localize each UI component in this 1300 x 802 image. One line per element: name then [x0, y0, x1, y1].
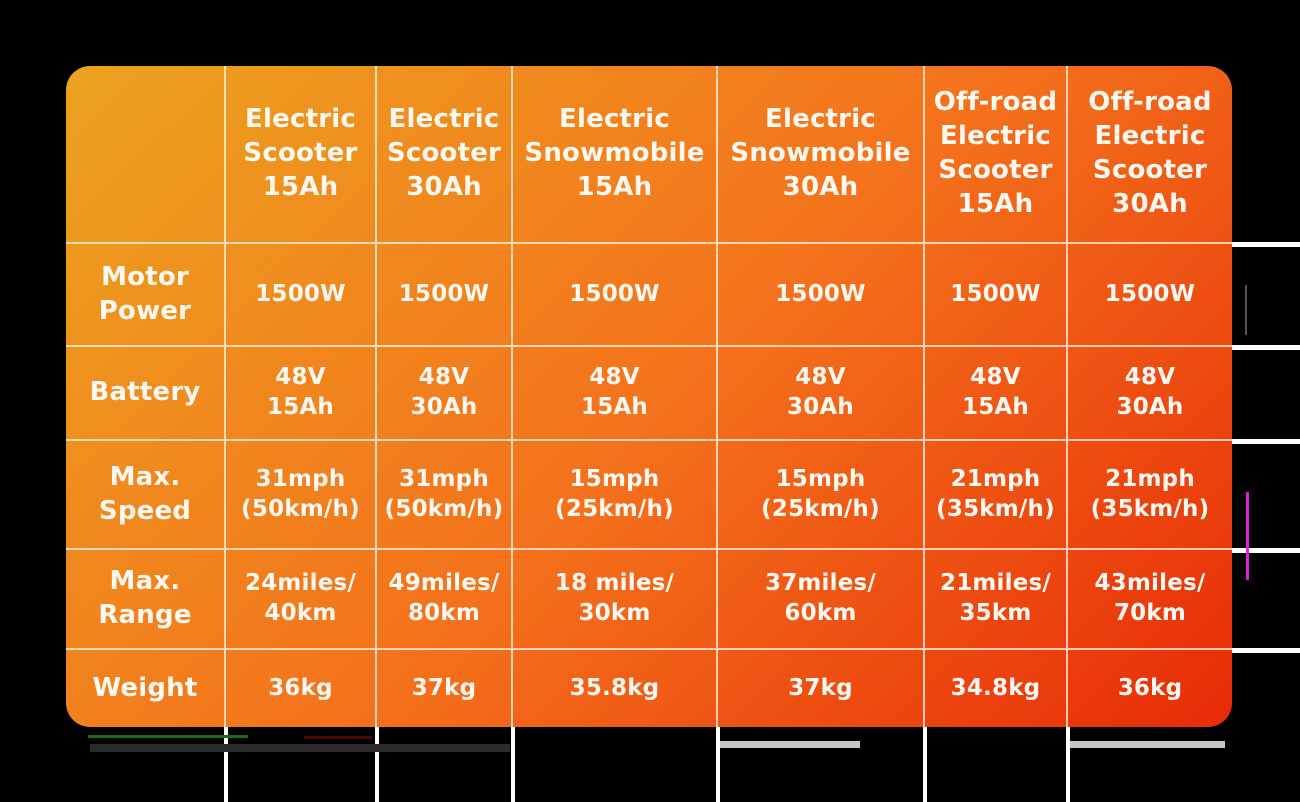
- table-cell-weight-3: 35.8kg: [513, 650, 718, 727]
- column-header-offroad-electric-scooter-30ah: Off-road Electric Scooter 30Ah: [1068, 66, 1232, 244]
- row-label-battery: Battery: [66, 347, 226, 441]
- table-cell-max-range-6: 43miles/ 70km: [1068, 550, 1232, 650]
- artifact-row-line-3: [1232, 439, 1300, 444]
- artifact-gray-vline: [1245, 285, 1247, 335]
- row-label-max-speed: Max. Speed: [66, 441, 226, 550]
- table-cell-motor-power-3: 1500W: [513, 244, 718, 347]
- artifact-column-line-1: [224, 727, 228, 802]
- table-cell-battery-6: 48V 30Ah: [1068, 347, 1232, 441]
- corner-cell: [66, 66, 226, 244]
- table-cell-motor-power-2: 1500W: [377, 244, 513, 347]
- table-cell-weight-4: 37kg: [718, 650, 925, 727]
- artifact-column-line-4: [716, 727, 720, 802]
- artifact-smudge-dark: [90, 744, 510, 752]
- artifact-green-line: [88, 735, 248, 738]
- artifact-row-line-2: [1232, 345, 1300, 350]
- row-label-motor-power: Motor Power: [66, 244, 226, 347]
- table-cell-max-range-5: 21miles/ 35km: [925, 550, 1068, 650]
- table-cell-weight-5: 34.8kg: [925, 650, 1068, 727]
- artifact-column-line-2: [375, 727, 379, 802]
- table-cell-battery-3: 48V 15Ah: [513, 347, 718, 441]
- table-cell-battery-5: 48V 15Ah: [925, 347, 1068, 441]
- table-cell-weight-6: 36kg: [1117, 674, 1183, 701]
- table-cell-battery-2: 48V 30Ah: [377, 347, 513, 441]
- table-cell-motor-power-1: 1500W: [226, 244, 377, 347]
- table-cell-max-speed-3: 15mph (25km/h): [513, 441, 718, 550]
- table-cell-max-range-2: 49miles/ 80km: [377, 550, 513, 650]
- artifact-row-line-5: [1232, 648, 1300, 653]
- table-cell-battery-4: 48V 30Ah: [718, 347, 925, 441]
- artifact-row-line-4: [1232, 548, 1300, 553]
- table-cell-motor-power-6: 1500W: [1068, 244, 1232, 347]
- column-header-electric-scooter-15ah: Electric Scooter 15Ah: [226, 66, 377, 244]
- table-cell-weight-1: 36kg: [226, 650, 377, 727]
- row-label-max-range: Max. Range: [66, 550, 226, 650]
- column-header-offroad-electric-scooter-15ah: Off-road Electric Scooter 15Ah: [925, 66, 1068, 244]
- table-cell-max-speed-5: 21mph (35km/h): [925, 441, 1068, 550]
- table-cell-max-speed-6: 21mph (35km/h): [1068, 441, 1232, 550]
- table-cell-max-speed-4: 15mph (25km/h): [718, 441, 925, 550]
- artifact-smudge-gray-1: [720, 741, 860, 748]
- table-cell-motor-power-4: 1500W: [718, 244, 925, 347]
- column-header-electric-snowmobile-30ah: Electric Snowmobile 30Ah: [718, 66, 925, 244]
- table-cell-max-speed-1: 31mph (50km/h): [226, 441, 377, 550]
- artifact-red-line: [304, 736, 372, 739]
- column-header-electric-scooter-30ah: Electric Scooter 30Ah: [377, 66, 513, 244]
- column-header-electric-snowmobile-15ah: Electric Snowmobile 15Ah: [513, 66, 718, 244]
- row-label-weight: Weight: [66, 650, 226, 727]
- table-cell-max-range-3: 18 miles/ 30km: [513, 550, 718, 650]
- table-cell-max-range-1: 24miles/ 40km: [226, 550, 377, 650]
- comparison-table: Electric Scooter 15Ah Electric Scooter 3…: [66, 66, 1232, 727]
- artifact-column-line-5: [923, 727, 927, 802]
- table-cell-motor-power-5: 1500W: [925, 244, 1068, 347]
- artifact-smudge-gray-2: [1070, 741, 1225, 748]
- artifact-row-line-1: [1232, 242, 1300, 247]
- artifact-column-line-6: [1066, 727, 1070, 802]
- artifact-column-line-3: [511, 727, 515, 802]
- artifact-magenta-line: [1246, 492, 1249, 580]
- table-cell-weight-2: 37kg: [377, 650, 513, 727]
- table-cell-max-range-4: 37miles/ 60km: [718, 550, 925, 650]
- table-cell-max-speed-2: 31mph (50km/h): [377, 441, 513, 550]
- table-cell-battery-1: 48V 15Ah: [226, 347, 377, 441]
